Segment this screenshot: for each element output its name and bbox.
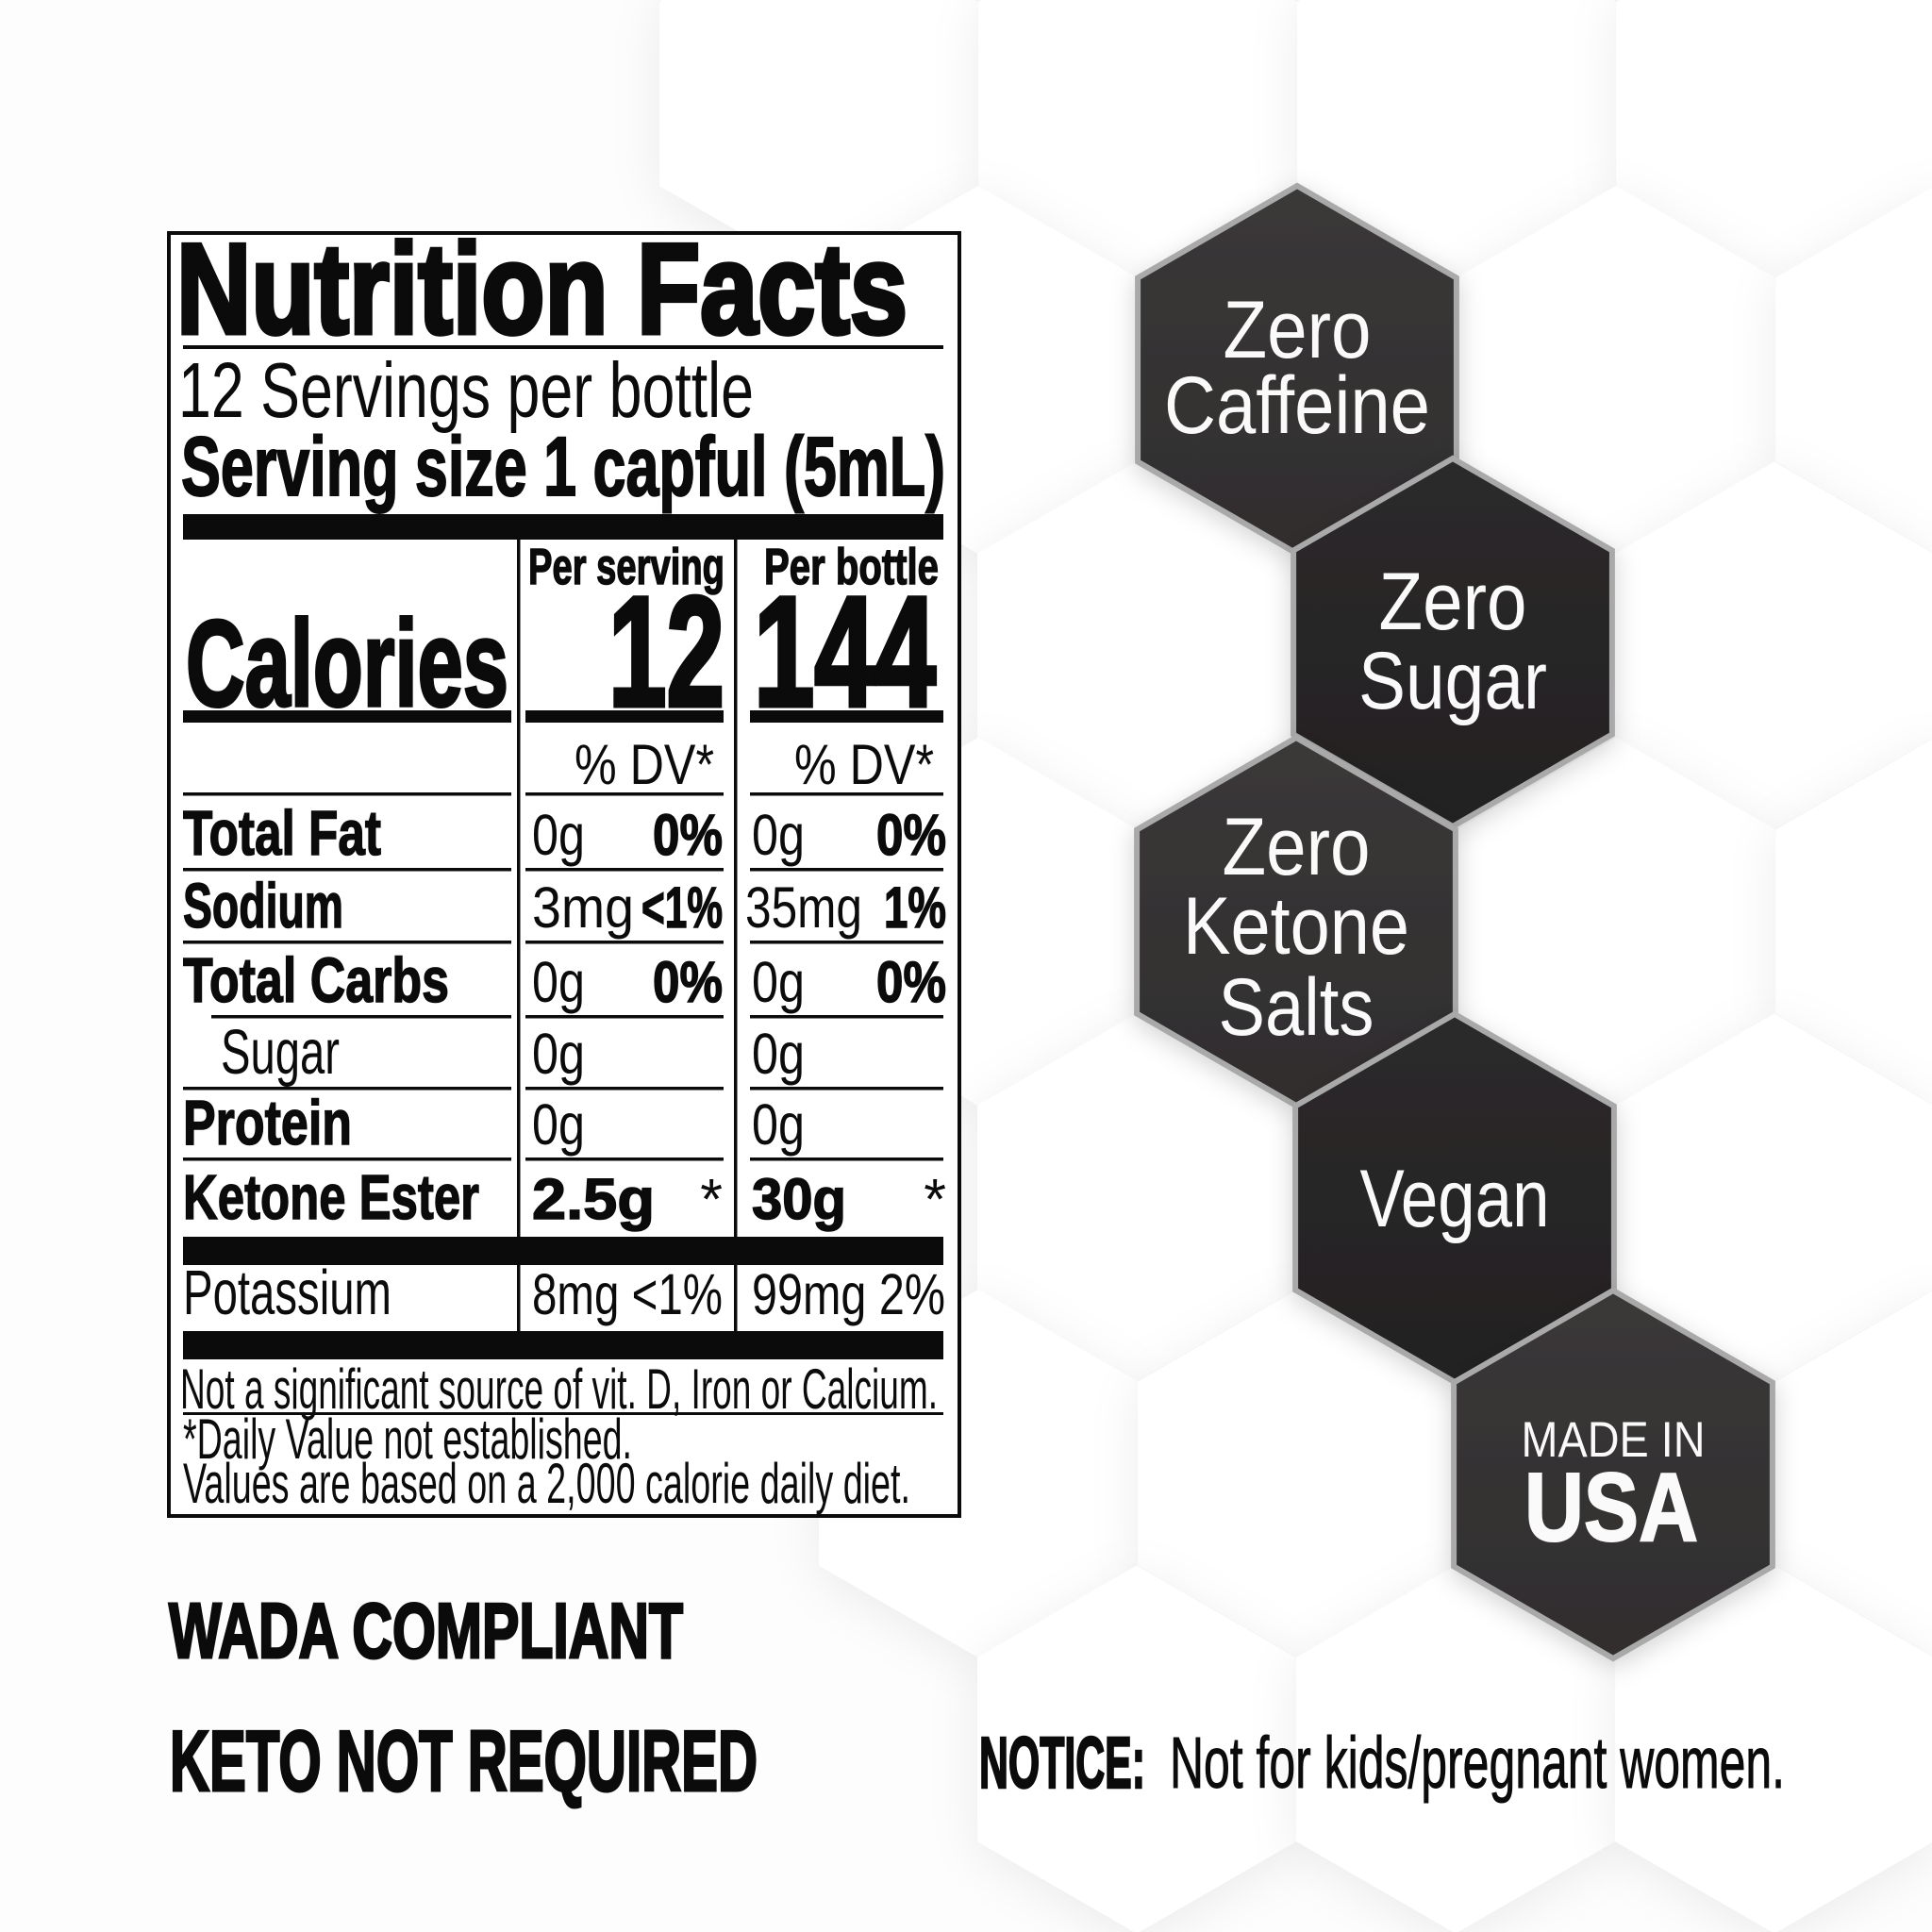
- svg-text:0%: 0%: [876, 803, 946, 867]
- svg-text:12 Servings per bottle: 12 Servings per bottle: [178, 346, 754, 434]
- svg-text:% DV*: % DV*: [575, 733, 714, 796]
- svg-text:Calories: Calories: [186, 594, 508, 732]
- svg-text:0g: 0g: [752, 1092, 805, 1157]
- svg-text:Caffeine: Caffeine: [1164, 360, 1430, 451]
- svg-text:1%: 1%: [884, 875, 946, 940]
- svg-text:Serving size 1 capful (5mL): Serving size 1 capful (5mL): [181, 419, 945, 513]
- svg-text:WADA COMPLIANT: WADA COMPLIANT: [169, 1587, 683, 1674]
- svg-text:35mg: 35mg: [745, 875, 862, 940]
- svg-text:Sodium: Sodium: [183, 871, 343, 941]
- svg-text:Vegan: Vegan: [1360, 1154, 1550, 1244]
- svg-text:Zero: Zero: [1224, 285, 1372, 375]
- svg-text:Values are based on a 2,000 ca: Values are based on a 2,000 calorie dail…: [183, 1452, 910, 1515]
- svg-text:Not a significant source of vi: Not a significant source of vit. D, Iron…: [180, 1357, 938, 1421]
- svg-text:Per serving: Per serving: [528, 539, 724, 595]
- svg-text:% DV*: % DV*: [794, 733, 934, 796]
- svg-text:0g: 0g: [532, 950, 585, 1014]
- svg-text:Ketone Ester: Ketone Ester: [183, 1162, 479, 1233]
- svg-text:Nutrition Facts: Nutrition Facts: [176, 217, 908, 360]
- svg-text:Not for kids/pregnant women.: Not for kids/pregnant women.: [1170, 1723, 1785, 1804]
- svg-text:Per bottle: Per bottle: [764, 539, 939, 595]
- svg-text:Total Fat: Total Fat: [183, 798, 381, 869]
- svg-text:MADE IN: MADE IN: [1522, 1412, 1706, 1468]
- svg-text:Total Carbs: Total Carbs: [183, 945, 449, 1016]
- svg-text:2.5g: 2.5g: [532, 1167, 655, 1231]
- svg-text:*Daily Value not established.: *Daily Value not established.: [183, 1407, 632, 1471]
- svg-text:0g: 0g: [532, 1092, 585, 1157]
- svg-text:*: *: [700, 1167, 723, 1231]
- svg-text:USA: USA: [1524, 1453, 1698, 1561]
- svg-text:Sugar: Sugar: [1358, 636, 1547, 726]
- svg-text:Protein: Protein: [183, 1088, 352, 1158]
- svg-text:<1%: <1%: [641, 875, 723, 940]
- svg-text:0g: 0g: [532, 1022, 585, 1086]
- svg-text:NOTICE:: NOTICE:: [979, 1723, 1145, 1804]
- svg-text:99mg 2%: 99mg 2%: [752, 1262, 945, 1326]
- svg-text:0g: 0g: [532, 803, 585, 867]
- svg-text:Salts: Salts: [1219, 962, 1374, 1053]
- svg-text:0g: 0g: [752, 803, 805, 867]
- svg-text:8mg <1%: 8mg <1%: [532, 1262, 723, 1326]
- svg-text:0g: 0g: [752, 1022, 805, 1086]
- svg-text:Zero: Zero: [1379, 557, 1527, 647]
- svg-text:3mg: 3mg: [532, 875, 634, 940]
- svg-text:0%: 0%: [653, 950, 723, 1014]
- svg-text:KETO NOT REQUIRED: KETO NOT REQUIRED: [170, 1714, 758, 1809]
- svg-text:Sugar: Sugar: [221, 1017, 340, 1088]
- svg-text:0g: 0g: [752, 950, 805, 1014]
- svg-text:0%: 0%: [653, 803, 723, 867]
- svg-text:Ketone: Ketone: [1183, 881, 1409, 972]
- svg-text:30g: 30g: [752, 1167, 846, 1231]
- svg-text:0%: 0%: [876, 950, 946, 1014]
- svg-text:*: *: [924, 1167, 946, 1231]
- svg-text:Zero: Zero: [1223, 802, 1371, 892]
- svg-text:Potassium: Potassium: [183, 1257, 391, 1328]
